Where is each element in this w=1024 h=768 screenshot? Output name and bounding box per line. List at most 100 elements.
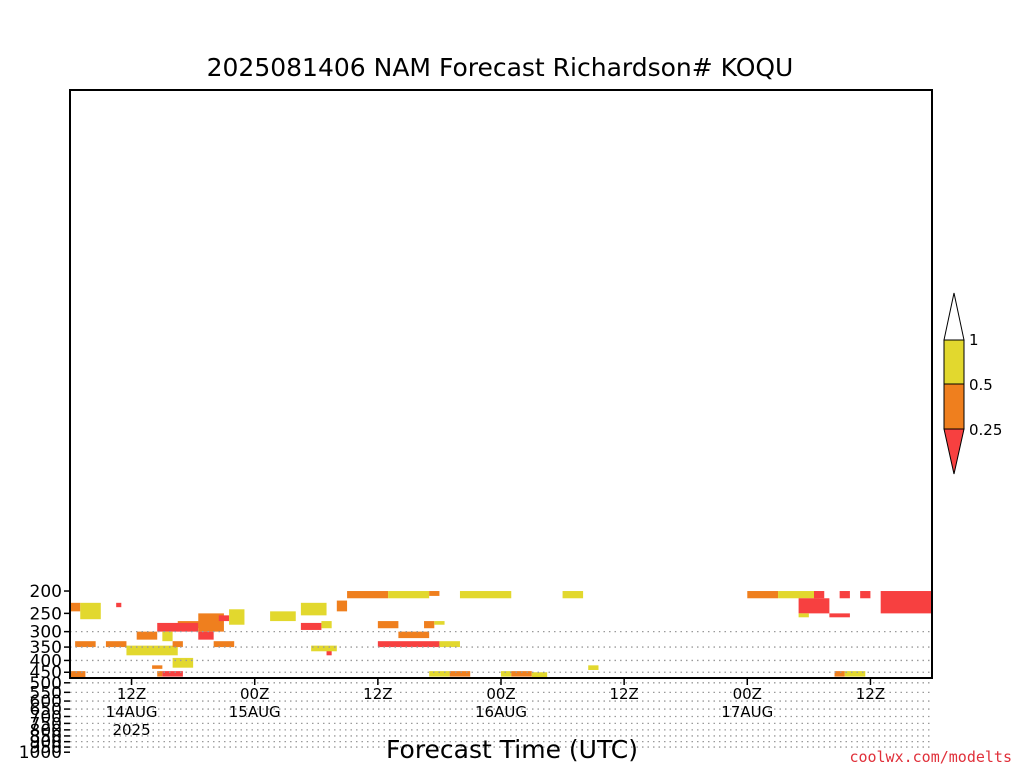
colorbar-over-arrow bbox=[943, 292, 965, 341]
heatmap-cell bbox=[844, 671, 866, 677]
heatmap-cell bbox=[459, 591, 512, 599]
colorbar-under-arrow bbox=[943, 428, 965, 475]
heatmap-cell bbox=[101, 749, 132, 751]
heatmap-cell bbox=[619, 704, 640, 707]
heatmap-cell bbox=[270, 687, 291, 691]
heatmap-cell bbox=[327, 739, 358, 742]
y-tick-label: 400 bbox=[30, 651, 62, 671]
y-tick-label: 1000 bbox=[19, 743, 62, 763]
heatmap-cell bbox=[732, 730, 742, 732]
x-tick-label: 12Z bbox=[609, 685, 638, 703]
heatmap-cell bbox=[229, 609, 245, 625]
heatmap-cell bbox=[152, 665, 163, 669]
y-tick-label: 700 bbox=[30, 707, 62, 727]
x-tick-label: 00Z bbox=[486, 685, 515, 703]
heatmap-cell bbox=[839, 591, 850, 599]
heatmap-cell bbox=[742, 732, 752, 734]
heatmap-cell bbox=[347, 591, 389, 599]
y-tick-label: 550 bbox=[30, 683, 62, 703]
heatmap-cell bbox=[70, 602, 81, 612]
credit-text: coolwx.com/modelts bbox=[849, 748, 1012, 766]
x-tick-label: 17AUG bbox=[721, 703, 773, 721]
heatmap-cell bbox=[219, 737, 250, 741]
colorbar-label: 0.5 bbox=[969, 376, 993, 394]
chart-title: 2025081406 NAM Forecast Richardson# KOQU bbox=[207, 53, 794, 82]
x-tick-label: 16AUG bbox=[475, 703, 527, 721]
y-axis: 2002503003504004505005506006507007508008… bbox=[19, 582, 70, 763]
x-tick-label: 12Z bbox=[117, 685, 146, 703]
heatmap-cell bbox=[434, 621, 445, 625]
heatmap-cell bbox=[162, 671, 183, 677]
heatmap-cell bbox=[321, 621, 332, 629]
y-tick-label: 300 bbox=[30, 623, 62, 643]
heatmap-cell bbox=[813, 591, 825, 599]
colorbar-label: 0.25 bbox=[969, 421, 1002, 439]
heatmap-cell bbox=[75, 641, 96, 648]
heatmap-cell bbox=[326, 649, 332, 656]
x-tick-label: 00Z bbox=[733, 685, 762, 703]
y-tick-label: 600 bbox=[30, 692, 62, 712]
surface-band-cell bbox=[234, 751, 337, 753]
heatmap-cell bbox=[162, 631, 173, 642]
heatmap-cell bbox=[531, 672, 548, 678]
y-tick-label: 200 bbox=[30, 582, 62, 602]
heatmap-cell bbox=[798, 613, 809, 618]
heatmap-cell bbox=[860, 591, 871, 599]
heatmap-cell bbox=[624, 704, 639, 707]
heatmap-cell bbox=[132, 748, 163, 751]
heatmap-cell bbox=[829, 613, 850, 618]
heatmap-cell bbox=[157, 671, 163, 677]
gridline-layer bbox=[70, 630, 932, 748]
colorbar-bin-mid bbox=[943, 383, 965, 430]
heatmap-cell bbox=[398, 631, 430, 639]
heatmap-cell bbox=[265, 738, 286, 741]
heatmap-cell bbox=[126, 645, 178, 656]
heatmap-cell bbox=[619, 725, 634, 730]
heatmap-cell bbox=[218, 615, 230, 622]
heatmap-cell bbox=[629, 727, 644, 729]
heatmap-cell bbox=[70, 671, 86, 678]
surface-band-cell bbox=[655, 751, 737, 753]
heatmap-cell bbox=[424, 621, 435, 629]
heatmap-cell bbox=[116, 602, 122, 608]
x-tick-label: 12Z bbox=[363, 685, 392, 703]
heatmap-cell bbox=[188, 743, 229, 750]
heatmap-cell bbox=[527, 719, 537, 721]
heatmap-cell bbox=[880, 591, 932, 614]
heatmap-cell bbox=[511, 671, 532, 677]
y-tick-label: 900 bbox=[30, 733, 62, 753]
surface-band-cell bbox=[737, 752, 809, 753]
heatmap-cell bbox=[157, 744, 188, 749]
heatmap-cell bbox=[388, 591, 430, 599]
x-axis-title: Forecast Time (UTC) bbox=[386, 735, 638, 764]
heatmap-cell bbox=[234, 742, 265, 747]
heatmap-cell bbox=[562, 591, 584, 599]
y-tick-label: 250 bbox=[30, 604, 62, 624]
y-tick-label: 350 bbox=[30, 638, 62, 658]
y-tick-label: 800 bbox=[30, 721, 62, 741]
y-tick-label: 750 bbox=[30, 714, 62, 734]
heatmap-cell bbox=[80, 602, 101, 620]
heatmap-cell bbox=[311, 645, 337, 652]
heatmap-cell bbox=[604, 708, 630, 712]
heatmap-cell bbox=[501, 671, 512, 677]
heatmap-cell bbox=[588, 665, 599, 670]
heatmap-cell bbox=[798, 598, 830, 614]
heatmap-cell bbox=[336, 600, 348, 612]
heatmap-cell bbox=[439, 641, 460, 648]
heatmap-cell bbox=[609, 723, 635, 725]
heatmap-cell bbox=[429, 591, 440, 596]
heatmap-cell bbox=[660, 685, 670, 690]
heatmap-cell-layer bbox=[70, 591, 932, 751]
x-tick-label: 00Z bbox=[240, 685, 269, 703]
colorbar-legend: 1 0.5 0.25 bbox=[943, 292, 1002, 475]
heatmap-cell bbox=[270, 611, 296, 622]
heatmap-cell bbox=[377, 621, 399, 629]
heatmap-cell bbox=[198, 631, 214, 640]
heatmap-cell bbox=[778, 591, 820, 599]
heatmap-cell bbox=[547, 714, 578, 717]
heatmap-cell bbox=[547, 679, 568, 683]
heatmap-cell bbox=[747, 591, 779, 599]
